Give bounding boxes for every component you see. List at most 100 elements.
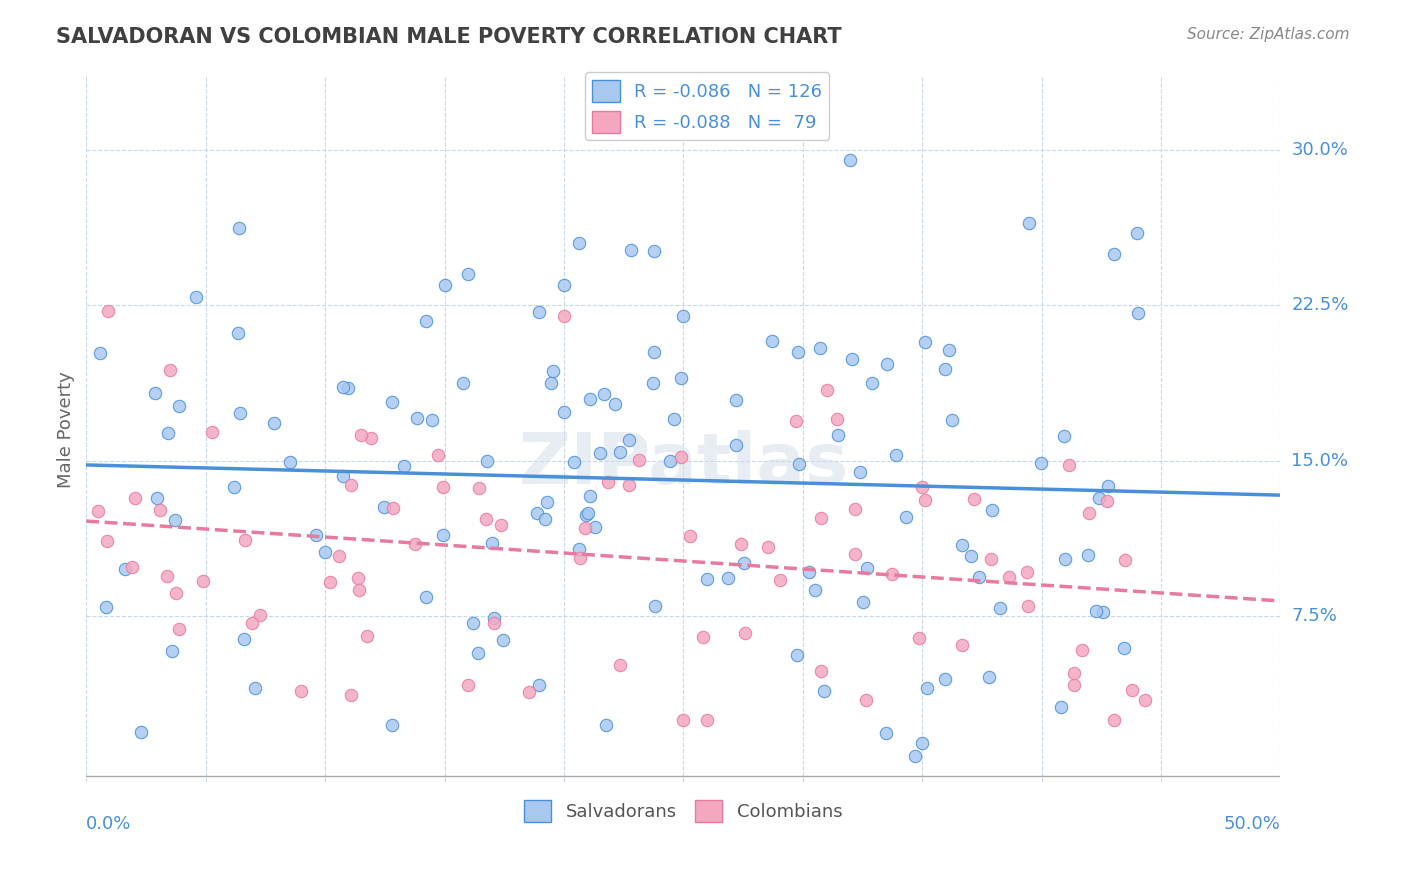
- Point: [769, 573, 792, 587]
- Point: [347, 582, 370, 597]
- Point: [1091, 605, 1114, 619]
- Point: [229, 406, 252, 420]
- Point: [1053, 428, 1076, 442]
- Point: [457, 268, 479, 282]
- Point: [328, 549, 350, 563]
- Point: [482, 611, 505, 625]
- Point: [1126, 226, 1149, 240]
- Point: [426, 448, 449, 462]
- Point: [356, 629, 378, 643]
- Point: [724, 438, 747, 452]
- Point: [1097, 479, 1119, 493]
- Point: [332, 469, 354, 483]
- Point: [880, 567, 903, 582]
- Point: [484, 615, 506, 630]
- Point: [319, 575, 342, 590]
- Point: [415, 590, 437, 604]
- Point: [1017, 599, 1039, 614]
- Point: [787, 458, 810, 472]
- Text: Source: ZipAtlas.com: Source: ZipAtlas.com: [1187, 27, 1350, 42]
- Point: [617, 477, 640, 491]
- Point: [233, 533, 256, 547]
- Text: ZIPatlas: ZIPatlas: [519, 431, 848, 500]
- Point: [787, 345, 810, 359]
- Point: [855, 693, 877, 707]
- Point: [432, 480, 454, 494]
- Point: [574, 521, 596, 535]
- Point: [1095, 494, 1118, 508]
- Point: [165, 586, 187, 600]
- Point: [186, 290, 208, 304]
- Point: [224, 480, 246, 494]
- Point: [232, 632, 254, 647]
- Point: [915, 681, 938, 696]
- Point: [332, 380, 354, 394]
- Point: [950, 638, 973, 652]
- Point: [1063, 678, 1085, 692]
- Point: [856, 561, 879, 575]
- Point: [808, 341, 831, 355]
- Point: [553, 277, 575, 292]
- Point: [226, 326, 249, 340]
- Point: [1031, 457, 1053, 471]
- Point: [468, 481, 491, 495]
- Point: [160, 644, 183, 658]
- Point: [672, 713, 695, 727]
- Point: [415, 314, 437, 328]
- Point: [1071, 642, 1094, 657]
- Point: [568, 541, 591, 556]
- Point: [156, 569, 179, 583]
- Text: 15.0%: 15.0%: [1292, 452, 1348, 470]
- Text: SALVADORAN VS COLOMBIAN MALE POVERTY CORRELATION CHART: SALVADORAN VS COLOMBIAN MALE POVERTY COR…: [56, 27, 842, 46]
- Point: [1085, 604, 1108, 618]
- Point: [595, 718, 617, 732]
- Point: [373, 500, 395, 514]
- Point: [453, 376, 475, 390]
- Point: [89, 345, 111, 359]
- Point: [980, 552, 1002, 566]
- Point: [860, 376, 883, 391]
- Point: [589, 446, 612, 460]
- Point: [852, 595, 875, 609]
- Point: [193, 574, 215, 588]
- Point: [785, 414, 807, 428]
- Point: [131, 725, 153, 739]
- Point: [1102, 247, 1125, 261]
- Point: [527, 678, 550, 692]
- Point: [583, 520, 606, 534]
- Point: [381, 395, 404, 409]
- Point: [1114, 553, 1136, 567]
- Point: [568, 236, 591, 251]
- Point: [696, 573, 718, 587]
- Point: [1018, 216, 1040, 230]
- Point: [717, 571, 740, 585]
- Point: [1102, 713, 1125, 727]
- Point: [934, 673, 956, 687]
- Point: [988, 600, 1011, 615]
- Point: [1057, 458, 1080, 473]
- Point: [810, 511, 832, 525]
- Point: [756, 541, 779, 555]
- Point: [457, 678, 479, 692]
- Point: [815, 383, 838, 397]
- Point: [143, 386, 166, 401]
- Point: [94, 600, 117, 615]
- Text: 50.0%: 50.0%: [1223, 815, 1281, 833]
- Point: [692, 630, 714, 644]
- Point: [609, 444, 631, 458]
- Point: [475, 454, 498, 468]
- Point: [786, 648, 808, 663]
- Point: [381, 501, 404, 516]
- Point: [1050, 700, 1073, 714]
- Point: [579, 392, 602, 406]
- Point: [1088, 491, 1111, 505]
- Point: [394, 459, 416, 474]
- Point: [569, 551, 592, 566]
- Point: [240, 616, 263, 631]
- Point: [463, 616, 485, 631]
- Point: [541, 364, 564, 378]
- Point: [278, 455, 301, 469]
- Point: [643, 244, 665, 259]
- Point: [1126, 306, 1149, 320]
- Point: [481, 535, 503, 549]
